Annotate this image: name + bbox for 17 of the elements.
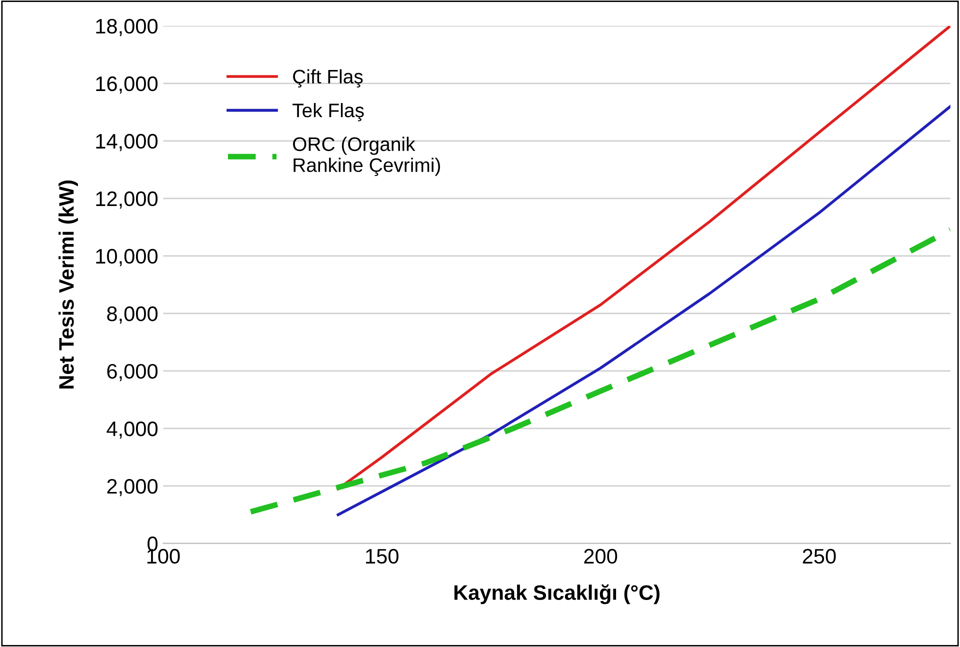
y-tick-label: 10,000 <box>96 248 158 266</box>
y-tick-label: 4,000 <box>106 421 158 439</box>
legend-label: Çift Flaş <box>293 69 363 88</box>
y-axis-title: Net Tesis Verimi (kW) <box>58 180 78 388</box>
y-tick-label: 16,000 <box>96 76 158 94</box>
legend-label: Tek Flaş <box>292 103 364 122</box>
y-tick-label: 6,000 <box>107 364 158 382</box>
x-tick-label: 200 <box>584 548 618 564</box>
legend-label: ORC (Organik Rankine Çevrimi) <box>293 136 440 176</box>
y-tick-label: 12,000 <box>96 191 158 209</box>
x-axis-title: Kaynak Sıcaklığı (°C) <box>454 584 660 604</box>
y-tick-label: 8,000 <box>107 306 158 324</box>
y-tick-label: 2,000 <box>107 478 158 496</box>
y-tick-label: 14,000 <box>96 134 158 152</box>
y-tick-label: 18,000 <box>96 18 158 36</box>
x-tick-label: 250 <box>802 548 836 564</box>
x-tick-label: 150 <box>366 548 398 564</box>
